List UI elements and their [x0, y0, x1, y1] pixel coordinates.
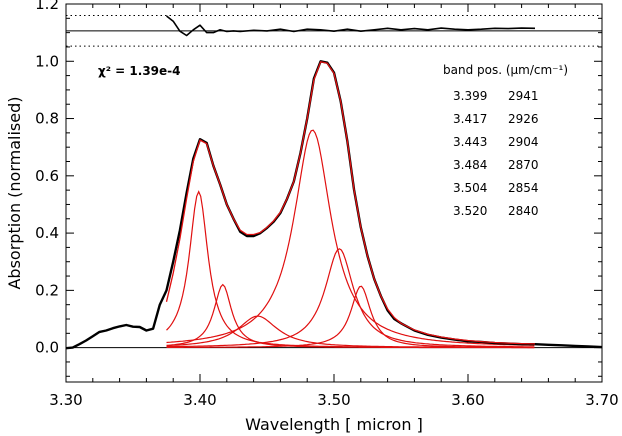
- band-row-um: 3.443: [453, 135, 487, 149]
- band-table-header: band pos. (μm/cm⁻¹): [443, 63, 568, 77]
- residual-line: [166, 15, 536, 37]
- fit-component-line: [166, 248, 535, 348]
- band-row-um: 3.520: [453, 204, 487, 218]
- band-row-um: 3.399: [453, 89, 487, 103]
- band-row-um: 3.484: [453, 158, 487, 172]
- chi-squared-label: χ² = 1.39e-4: [98, 64, 180, 78]
- band-row-cm: 2870: [508, 158, 539, 172]
- y-tick-label: 1.0: [35, 52, 59, 70]
- x-tick-label: 3.70: [585, 391, 618, 409]
- band-row-cm: 2854: [508, 181, 539, 195]
- band-row-cm: 2926: [508, 112, 539, 126]
- series-group: [65, 15, 603, 350]
- band-row-cm: 2840: [508, 204, 539, 218]
- fit-components: [166, 129, 535, 349]
- total-fit-line: [165, 61, 536, 345]
- axis-ticks: 3.30 3.40 3.50 3.60 3.70 0.0 0.2 0.4 0.6 0.8 1.0 1.…: [35, 0, 619, 409]
- x-tick-label: 3.30: [49, 391, 82, 409]
- band-table: 3.399 2941 3.417 2926 3.443 2904 3.484 2…: [453, 89, 539, 218]
- y-tick-label: 0.2: [35, 281, 59, 299]
- fit-component-line: [166, 285, 535, 348]
- y-tick-label: 0.4: [35, 224, 59, 242]
- y-tick-label: 0.0: [35, 339, 59, 357]
- band-row-um: 3.417: [453, 112, 487, 126]
- y-tick-label: 0.6: [35, 167, 59, 185]
- band-row-cm: 2941: [508, 89, 539, 103]
- y-axis-label: Absorption (normalised): [5, 96, 24, 289]
- band-row-cm: 2904: [508, 135, 539, 149]
- x-tick-label: 3.40: [183, 391, 216, 409]
- y-tick-label: 1.2: [35, 0, 59, 13]
- x-tick-label: 3.60: [451, 391, 484, 409]
- x-axis-label: Wavelength [ micron ]: [245, 415, 423, 434]
- fit-component-line: [166, 129, 535, 346]
- band-row-um: 3.504: [453, 181, 487, 195]
- x-tick-label: 3.50: [317, 391, 350, 409]
- y-tick-label: 0.8: [35, 110, 59, 128]
